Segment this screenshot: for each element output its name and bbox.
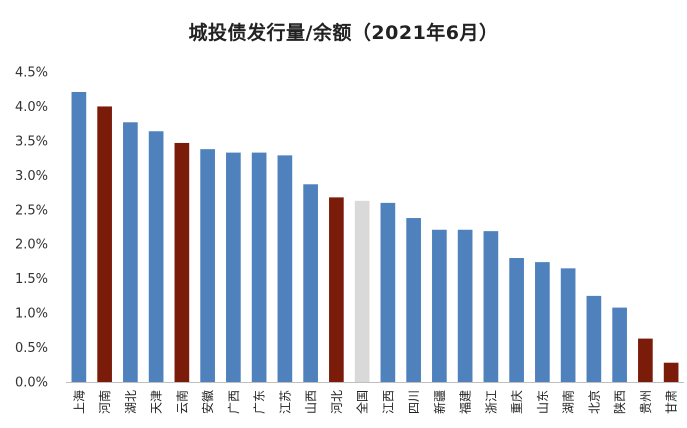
bar (71, 91, 87, 382)
y-tick-label: 0.5% (15, 341, 48, 356)
bar (535, 262, 550, 382)
x-tick-label: 江西 (381, 390, 395, 414)
y-tick-label: 4.5% (15, 66, 48, 81)
x-tick-label: 新疆 (432, 390, 447, 414)
chart-title: 城投债发行量/余额（2021年6月） (188, 22, 499, 44)
bar (406, 218, 421, 382)
x-tick-label: 上海 (71, 390, 86, 414)
y-tick-label: 1.5% (15, 272, 48, 287)
x-tick-label: 河南 (97, 390, 112, 414)
x-tick-label: 四川 (407, 390, 421, 414)
x-tick-label: 湖北 (123, 390, 138, 414)
bars (71, 91, 679, 383)
bar (329, 197, 344, 382)
bar (560, 268, 576, 382)
y-tick-label: 1.0% (15, 307, 48, 322)
bar (97, 106, 112, 382)
bar (586, 295, 602, 382)
bar (148, 131, 164, 382)
bar (483, 231, 499, 382)
x-tick-label: 浙江 (484, 390, 498, 414)
x-tick-label: 山西 (304, 390, 318, 414)
x-tick-label: 安徽 (200, 390, 215, 414)
x-tick-label: 广东 (253, 390, 267, 414)
y-axis-labels: 0.0% 0.5% 1.0% 1.5% 2.0% 2.5% 3.0% 3.5% 4.0% 4.5% (15, 66, 48, 391)
bar (509, 258, 524, 382)
bar (354, 200, 370, 382)
x-tick-label: 福建 (458, 390, 473, 414)
x-axis-labels: 上海 河南 湖北 天津 云南 安徽 广西 广东 江苏 山西 河北 全国 江西 四川 新疆 福建 浙江 重庆 山东 湖南… (71, 390, 678, 414)
y-tick-label: 3.0% (15, 169, 48, 184)
bar (638, 338, 653, 382)
y-tick-label: 2.0% (15, 238, 48, 253)
x-tick-label: 湖南 (561, 390, 576, 414)
bar (251, 152, 267, 382)
bar (612, 307, 627, 382)
bar (277, 155, 293, 382)
y-tick-label: 4.0% (15, 100, 48, 115)
bar (174, 142, 190, 382)
x-tick-label: 天津 (150, 390, 164, 414)
x-tick-label: 甘肃 (665, 390, 679, 414)
x-tick-label: 全国 (355, 390, 370, 414)
x-tick-label: 山东 (536, 390, 550, 414)
x-tick-label: 重庆 (510, 390, 524, 414)
x-tick-label: 江苏 (278, 390, 292, 414)
x-tick-label: 河北 (330, 390, 344, 414)
x-tick-label: 陕西 (612, 390, 627, 414)
y-tick-label: 2.5% (15, 203, 48, 218)
bar (200, 149, 215, 382)
bar (303, 184, 318, 382)
bar (380, 202, 396, 382)
x-tick-label: 广西 (227, 390, 241, 414)
bar (432, 229, 447, 382)
y-tick-label: 3.5% (15, 134, 48, 149)
x-tick-label: 北京 (587, 390, 601, 414)
bar (663, 362, 679, 382)
bar (123, 122, 138, 383)
x-tick-label: 贵州 (639, 390, 653, 414)
bar (226, 152, 241, 382)
bar (457, 229, 473, 382)
x-tick-label: 云南 (174, 390, 189, 414)
y-tick-label: 0.0% (15, 376, 48, 391)
